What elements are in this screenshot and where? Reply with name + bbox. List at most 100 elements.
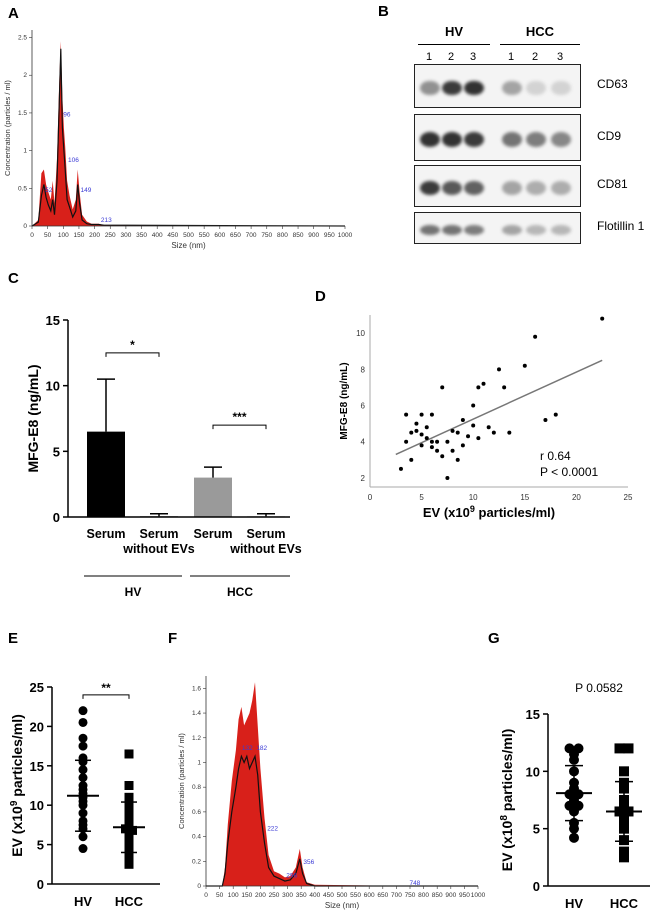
y-axis-label: MFG-E8 (ng/mL) <box>339 362 350 439</box>
blot-marker-label: Flotillin 1 <box>597 219 645 233</box>
y-tick-label: 0 <box>53 510 60 525</box>
data-point <box>466 434 471 439</box>
y-tick-label: 2 <box>361 474 366 483</box>
x-tick-label: 600 <box>364 892 375 899</box>
protein-band <box>526 181 546 195</box>
peak-annotation: 182 <box>256 745 267 752</box>
data-point <box>440 454 445 459</box>
y-tick-label: 0 <box>23 223 27 230</box>
data-point <box>619 846 629 857</box>
significance-bracket <box>82 694 130 699</box>
blot-group-label: HV <box>444 24 464 39</box>
y-tick-label: 15 <box>30 759 44 774</box>
x-tick-label: 500 <box>183 232 194 239</box>
protein-band <box>551 224 571 236</box>
bar <box>194 477 232 517</box>
y-tick-label: 0.8 <box>192 784 201 791</box>
x-tick-label: 25 <box>624 493 633 502</box>
data-point <box>619 766 629 777</box>
peak-annotation: 356 <box>303 859 314 866</box>
y-tick-label: 1.4 <box>192 710 201 717</box>
data-point <box>455 430 460 435</box>
data-point <box>460 418 465 423</box>
y-axis-label: Concentration (particles / ml) <box>3 80 12 176</box>
data-point <box>569 832 579 843</box>
x-axis-label: Size (nm) <box>171 241 206 250</box>
peak-annotation: 296 <box>286 872 297 879</box>
panel-label-e: E <box>8 630 19 647</box>
y-tick-label: 0.5 <box>18 185 27 192</box>
blot-group-underline <box>418 44 490 45</box>
y-tick-label: 1.6 <box>192 685 201 692</box>
group-label: HV <box>125 585 142 599</box>
data-point <box>476 385 481 390</box>
x-tick-label: 200 <box>89 232 100 239</box>
y-tick-label: 0.4 <box>192 834 201 841</box>
x-tick-label: 950 <box>324 232 335 239</box>
panel-label-f: F <box>168 630 178 647</box>
blot-marker-label: CD81 <box>597 177 628 191</box>
mean-concentration-line <box>31 48 346 227</box>
x-tick-label: 700 <box>246 232 257 239</box>
p-value-annotation: P < 0.0001 <box>540 465 598 479</box>
data-point <box>414 421 419 426</box>
x-tick-label: 500 <box>337 892 348 899</box>
significance-marker: * <box>130 338 135 352</box>
data-point <box>569 823 579 834</box>
data-point <box>502 385 507 390</box>
data-point <box>614 743 625 754</box>
panel-label-b: B <box>378 3 389 20</box>
x-tick-label: 400 <box>152 232 163 239</box>
protein-band <box>442 131 462 148</box>
x-tick-label: 50 <box>44 232 52 239</box>
data-point <box>429 412 434 417</box>
data-point <box>424 425 429 430</box>
y-tick-label: 6 <box>361 402 366 411</box>
significance-bracket <box>105 352 160 357</box>
data-point <box>419 432 424 437</box>
panel-label-g: G <box>488 630 500 647</box>
x-tick-label: 50 <box>216 892 224 899</box>
y-tick-label: 0 <box>37 877 44 892</box>
x-tick-label: 450 <box>167 232 178 239</box>
x-tick-label: 450 <box>323 892 334 899</box>
data-point <box>409 430 414 435</box>
data-point <box>497 367 501 372</box>
protein-band <box>420 224 440 236</box>
blot-strip <box>414 212 581 244</box>
protein-band <box>420 181 440 195</box>
data-point <box>455 457 460 462</box>
blot-marker-label: CD63 <box>597 77 628 91</box>
chart-title: P 0.0582 <box>575 681 623 695</box>
data-point <box>623 743 634 754</box>
peak-annotation: 96 <box>63 112 71 119</box>
bar <box>87 431 125 517</box>
y-tick-label: 0.2 <box>192 858 201 865</box>
x-tick-label: 950 <box>459 892 470 899</box>
x-tick-label: 300 <box>120 232 131 239</box>
data-point <box>419 443 424 448</box>
blot-marker-label: CD9 <box>597 128 622 143</box>
x-tick-label: 550 <box>199 232 210 239</box>
error-band-area <box>206 682 478 886</box>
data-point <box>445 475 450 480</box>
peak-annotation: 52 <box>45 187 53 194</box>
x-tick-label: 200 <box>255 892 266 899</box>
data-point <box>398 466 403 471</box>
panel-label-d: D <box>315 288 326 305</box>
x-tick-label: 550 <box>350 892 361 899</box>
protein-band <box>442 181 462 195</box>
x-tick-label: 350 <box>296 892 307 899</box>
x-tick-label: 150 <box>74 232 85 239</box>
regression-line <box>395 359 603 456</box>
x-tick-label: 150 <box>241 892 252 899</box>
y-tick-label: 5 <box>533 822 540 837</box>
x-tick-label: 20 <box>572 493 581 502</box>
protein-band <box>464 181 484 195</box>
data-point <box>435 448 440 453</box>
lane-number: 2 <box>447 51 455 63</box>
data-point <box>569 754 579 765</box>
